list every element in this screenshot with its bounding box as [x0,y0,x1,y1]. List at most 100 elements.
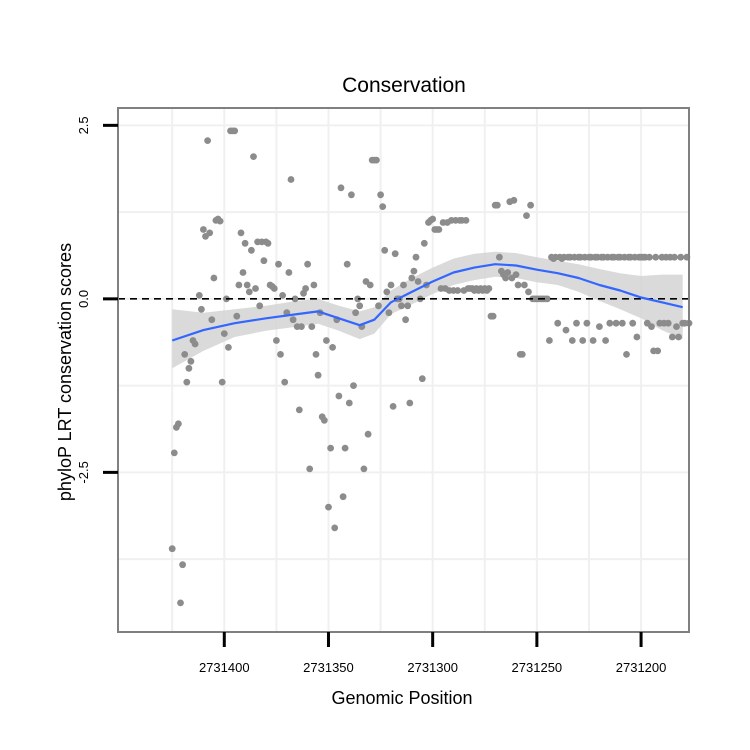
data-point [275,260,282,268]
data-point [345,399,353,407]
data-point [260,257,268,265]
data-point [412,253,420,261]
x-tick-label: 2731200 [616,660,667,675]
data-point [618,319,626,327]
data-point [298,323,305,330]
data-point [375,302,382,310]
data-point [418,375,426,383]
data-point [518,351,526,358]
data-point [366,281,374,289]
data-point [493,201,501,209]
data-point [671,253,678,261]
data-point [310,281,318,289]
data-point [573,319,580,327]
data-point [348,191,355,199]
panel-background [118,108,689,632]
confidence-band [172,251,683,369]
data-point [525,288,532,296]
data-point [170,449,178,457]
data-point [289,316,297,324]
data-point [646,253,653,261]
data-point [502,274,509,282]
data-point [287,176,295,183]
data-point [187,357,195,365]
data-point [181,351,189,358]
data-point [596,323,603,330]
data-point [210,274,218,282]
panel-border [117,107,690,633]
loess-fit-line [171,263,683,342]
data-point [352,309,359,317]
data-point [312,351,320,358]
data-point [198,305,205,313]
data-point [220,330,228,337]
data-point [414,278,422,285]
data-point [339,493,347,501]
data-point [521,281,528,289]
data-point [485,285,493,292]
data-point [302,285,309,292]
data-point [675,333,682,341]
data-point [677,253,685,261]
data-point [583,319,591,327]
data-point [295,406,303,414]
data-point [191,340,199,348]
data-point [320,416,328,424]
data-point [216,217,224,225]
data-point [337,184,345,192]
data-point [510,196,518,204]
x-tick-label: 2731300 [407,660,458,675]
data-point [291,295,299,303]
data-point [306,465,314,473]
data-point [408,274,416,282]
data-point [543,295,551,303]
data-point [402,316,409,324]
y-tick-label: 2.5 [76,116,91,134]
data-point [248,246,255,254]
plot-area: 2731400 2731350 2731300 2731250 2731200 2.5 0.… [76,107,693,675]
data-point [281,378,289,386]
x-tick-label: 2731250 [512,660,563,675]
data-point [341,444,349,452]
data-point [308,323,316,330]
data-point [606,319,614,327]
data-point [335,392,343,400]
data-point [168,545,176,553]
data-point [183,378,191,386]
data-point [398,302,405,310]
y-axis-label: phyloP LRT conservation scores [55,243,75,501]
data-point [270,285,278,292]
data-point [256,302,264,310]
data-point [360,465,368,473]
data-point [410,267,418,275]
data-point [243,281,251,289]
data-point [654,347,662,355]
data-point [623,351,630,358]
data-point [331,524,339,532]
data-point [304,260,311,268]
data-point [350,382,357,389]
data-point [648,323,655,330]
data-point [233,312,241,320]
data-point [195,292,203,299]
data-point [314,371,322,379]
data-point [668,333,676,341]
data-point [512,271,520,278]
data-point [264,239,272,247]
data-point [285,269,293,276]
data-point [377,191,384,199]
data-point [389,403,397,410]
data-point [496,253,503,261]
data-point [325,503,332,511]
data-point [277,351,284,358]
data-point [225,344,232,351]
data-point [250,153,257,161]
data-point [385,309,393,317]
data-point [629,319,637,327]
data-point [252,285,259,292]
data-point [185,364,193,372]
data-point [420,239,428,247]
data-point [218,378,226,386]
data-point [235,281,243,289]
